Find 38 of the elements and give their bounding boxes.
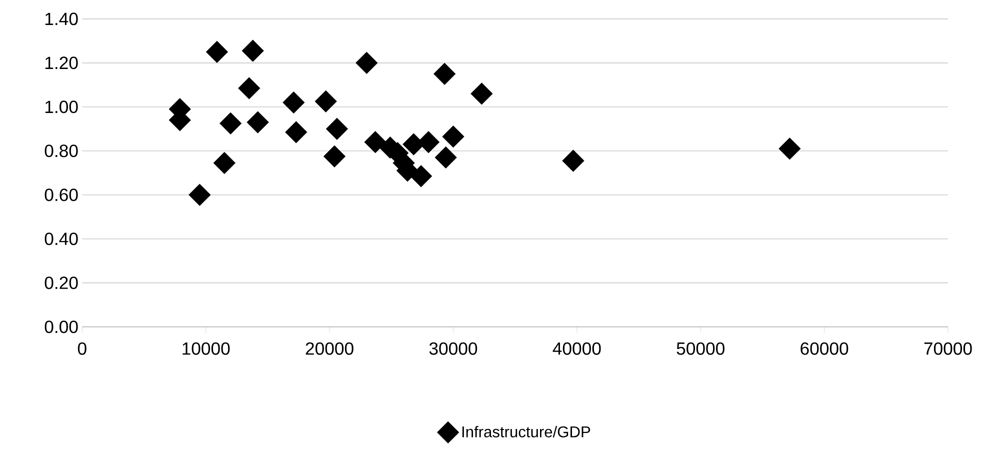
y-tick-label: 0.00 xyxy=(44,320,78,334)
point xyxy=(356,52,378,74)
x-tick-label: 10000 xyxy=(182,342,230,355)
legend-label: Infrastructure/GDP xyxy=(462,426,590,438)
point xyxy=(364,131,386,154)
point xyxy=(326,118,348,140)
point xyxy=(323,145,346,168)
point xyxy=(188,184,211,206)
point xyxy=(206,40,228,64)
point xyxy=(246,111,269,134)
point xyxy=(410,165,432,188)
y-tick-label: 0.60 xyxy=(44,188,78,202)
x-tick-label: 0 xyxy=(78,342,86,355)
point xyxy=(285,121,308,144)
x-tick-label: 40000 xyxy=(552,342,601,355)
point xyxy=(562,150,584,172)
point xyxy=(220,112,242,134)
point xyxy=(242,40,264,62)
y-tick-label: 0.40 xyxy=(44,232,78,246)
point xyxy=(442,126,464,148)
x-tick-label: 50000 xyxy=(676,342,724,355)
y-tick-label: 0.80 xyxy=(44,144,78,158)
x-tick-label: 70000 xyxy=(924,342,972,355)
x-tick-label: 20000 xyxy=(306,342,354,355)
point xyxy=(433,62,456,86)
x-tick-label: 30000 xyxy=(429,342,478,355)
y-tick-label: 1.20 xyxy=(45,56,78,70)
point xyxy=(470,82,493,105)
point xyxy=(213,152,236,174)
y-tick-label: 1.00 xyxy=(45,100,78,114)
point xyxy=(314,90,337,112)
x-tick-label: 60000 xyxy=(800,342,848,355)
y-tick-label: 0.20 xyxy=(44,276,78,290)
y-tick-label: 1.40 xyxy=(45,12,78,26)
point xyxy=(778,138,801,160)
point xyxy=(238,77,260,100)
point xyxy=(434,146,457,169)
point xyxy=(282,91,305,114)
